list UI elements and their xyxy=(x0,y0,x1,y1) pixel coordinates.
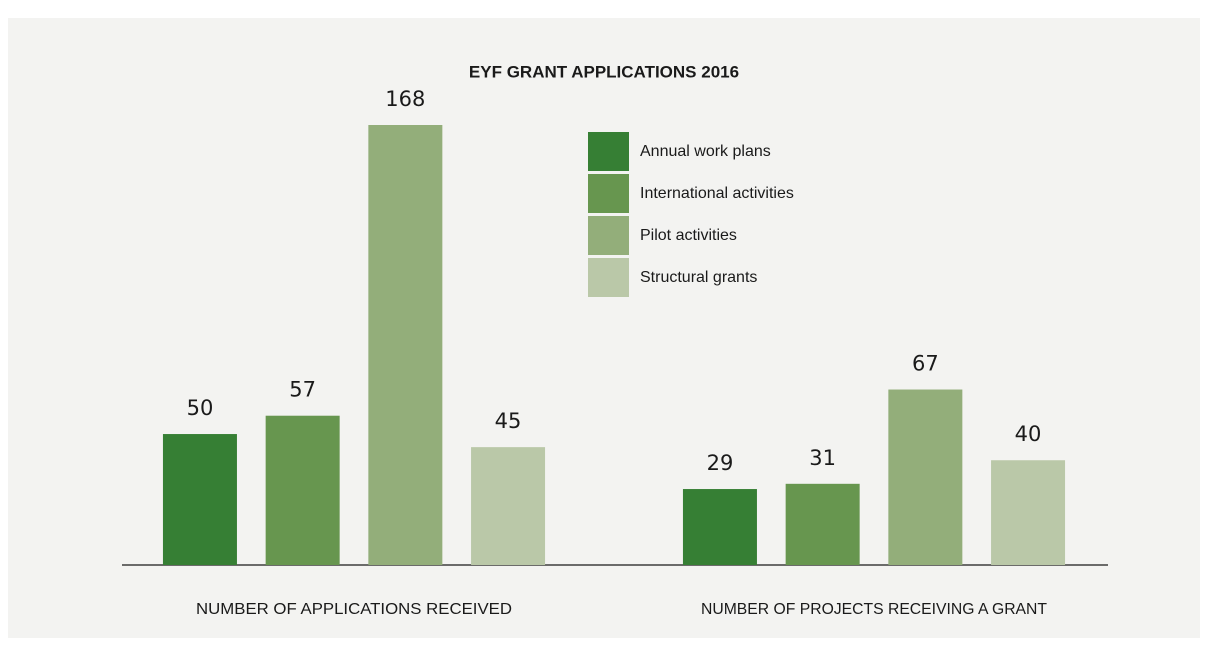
data-label: 40 xyxy=(1015,422,1042,446)
bar xyxy=(368,125,443,565)
legend-label: Annual work plans xyxy=(640,143,771,160)
legend-swatch xyxy=(588,216,629,255)
bar xyxy=(682,489,757,565)
data-label: 50 xyxy=(187,396,214,420)
x-tick-label: NUMBER OF PROJECTS RECEIVING A GRANT xyxy=(701,601,1047,618)
legend-label: Pilot activities xyxy=(640,227,737,244)
bar xyxy=(991,460,1066,565)
legend-label: International activities xyxy=(640,185,794,202)
chart-title: EYF GRANT APPLICATIONS 2016 xyxy=(469,62,739,81)
bar xyxy=(888,389,963,565)
data-label: 31 xyxy=(809,446,836,470)
legend-swatch xyxy=(588,174,629,213)
data-label: 29 xyxy=(707,451,734,475)
legend-label: Structural grants xyxy=(640,269,757,286)
x-tick-label: NUMBER OF APPLICATIONS RECEIVED xyxy=(196,601,512,618)
data-label: 45 xyxy=(495,409,522,433)
bar xyxy=(785,483,860,565)
data-label: 67 xyxy=(912,352,939,376)
bar xyxy=(265,415,340,565)
legend-swatch xyxy=(588,132,629,171)
data-label: 57 xyxy=(289,378,316,402)
bar xyxy=(162,434,237,565)
bar xyxy=(471,447,546,565)
data-label: 168 xyxy=(385,87,425,111)
legend-swatch xyxy=(588,258,629,297)
